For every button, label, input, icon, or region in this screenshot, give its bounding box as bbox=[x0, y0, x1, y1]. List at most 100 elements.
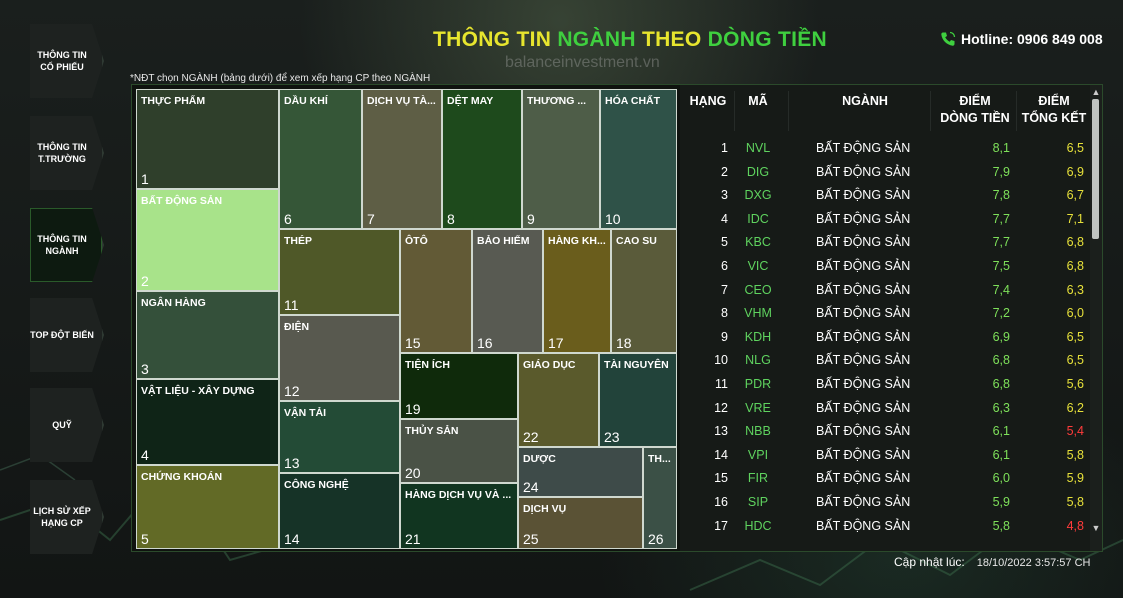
treemap-tile[interactable]: TH... 26 bbox=[643, 447, 677, 549]
table-scrollbar[interactable]: ▲ ▼ bbox=[1090, 85, 1102, 551]
scroll-thumb[interactable] bbox=[1092, 99, 1099, 239]
table-row[interactable]: 11 PDR BẤT ĐỘNG SẢN 6,8 5,6 bbox=[680, 373, 1090, 397]
treemap-tile[interactable]: HÀNG KH... 17 bbox=[543, 229, 611, 353]
treemap-tile[interactable]: DƯỢC 24 bbox=[518, 447, 643, 497]
row-code: DXG bbox=[744, 188, 772, 203]
row-code: VPI bbox=[747, 447, 769, 462]
table-row[interactable]: 14 VPI BẤT ĐỘNG SẢN 6,1 5,8 bbox=[680, 444, 1090, 468]
table-header: HẠNG MÃ NGÀNH ĐIỂM DÒNG TIỀN ĐIỂM TỔNG K… bbox=[680, 85, 1090, 135]
tile-rank: 10 bbox=[605, 211, 621, 227]
row-code: HDC bbox=[744, 518, 772, 533]
row-total-score: 5,8 bbox=[1066, 495, 1084, 509]
row-industry: BẤT ĐỘNG SẢN bbox=[816, 282, 911, 297]
tile-label: DỊCH VỤ bbox=[523, 503, 567, 515]
tile-rank: 11 bbox=[284, 297, 299, 313]
tile-label: TIỆN ÍCH bbox=[405, 359, 450, 371]
table-row[interactable]: 17 HDC BẤT ĐỘNG SẢN 5,8 4,8 bbox=[680, 515, 1090, 539]
row-rank: 5 bbox=[721, 235, 728, 250]
table-row[interactable]: 16 SIP BẤT ĐỘNG SẢN 5,9 5,8 bbox=[680, 491, 1090, 515]
row-flow-score: 6,9 bbox=[992, 329, 1010, 344]
table-row[interactable]: 15 FIR BẤT ĐỘNG SẢN 6,0 5,9 bbox=[680, 467, 1090, 491]
header-rank[interactable]: HẠNG bbox=[689, 94, 727, 108]
row-total-score: 7,1 bbox=[1066, 211, 1084, 226]
table-row[interactable]: 4 IDC BẤT ĐỘNG SẢN 7,7 7,1 bbox=[680, 208, 1090, 232]
treemap-tile[interactable]: DỊCH VỤ TÀ... 7 bbox=[362, 89, 442, 229]
treemap-tile[interactable]: VẬN TẢI 13 bbox=[279, 401, 400, 473]
nav-market-info[interactable]: THÔNG TIN T.TRƯỜNG bbox=[30, 116, 104, 190]
table-row[interactable]: 10 NLG BẤT ĐỘNG SẢN 6,8 6,5 bbox=[680, 349, 1090, 373]
scroll-up-icon[interactable]: ▲ bbox=[1091, 87, 1101, 97]
row-rank: 13 bbox=[714, 424, 728, 439]
treemap-tile[interactable]: HÓA CHẤT 10 bbox=[600, 89, 677, 229]
table-row[interactable]: 7 CEO BẤT ĐỘNG SẢN 7,4 6,3 bbox=[680, 279, 1090, 303]
treemap-tile[interactable]: THỦY SẢN 20 bbox=[400, 419, 518, 483]
nav-ranking-history[interactable]: LỊCH SỬ XẾP HẠNG CP bbox=[30, 480, 104, 554]
table-row[interactable]: 6 VIC BẤT ĐỘNG SẢN 7,5 6,8 bbox=[680, 255, 1090, 279]
header-industry[interactable]: NGÀNH bbox=[842, 94, 888, 108]
tile-rank: 25 bbox=[523, 531, 539, 547]
tile-label: DẦU KHÍ bbox=[284, 95, 328, 107]
title-part: THÔNG TIN bbox=[432, 28, 558, 51]
treemap-tile[interactable]: VẬT LIỆU - XÂY DỰNG 4 bbox=[136, 379, 279, 465]
hotline-text: Hotline: 0906 849 008 bbox=[961, 31, 1103, 47]
row-rank: 12 bbox=[714, 400, 728, 415]
treemap-tile[interactable]: CÔNG NGHỆ 14 bbox=[279, 473, 400, 549]
row-industry: BẤT ĐỘNG SẢN bbox=[816, 188, 911, 203]
treemap-tile[interactable]: CHỨNG KHOÁN 5 bbox=[136, 465, 279, 549]
row-industry: BẤT ĐỘNG SẢN bbox=[816, 141, 911, 155]
row-code: NBB bbox=[745, 424, 771, 439]
scroll-down-icon[interactable]: ▼ bbox=[1091, 523, 1101, 533]
page-title: THÔNG TIN NGÀNH THEO DÒNG TIỀN bbox=[360, 28, 900, 52]
table-row[interactable]: 8 VHM BẤT ĐỘNG SẢN 7,2 6,0 bbox=[680, 302, 1090, 326]
treemap-tile[interactable]: THÉP 11 bbox=[279, 229, 400, 315]
table-row[interactable]: 5 KBC BẤT ĐỘNG SẢN 7,7 6,8 bbox=[680, 231, 1090, 255]
row-flow-score: 7,8 bbox=[992, 188, 1010, 203]
table-row[interactable]: 3 DXG BẤT ĐỘNG SẢN 7,8 6,7 bbox=[680, 184, 1090, 208]
row-industry: BẤT ĐỘNG SẢN bbox=[816, 235, 911, 250]
treemap-tile[interactable]: ĐIỆN 12 bbox=[279, 315, 400, 401]
row-code: DIG bbox=[746, 164, 770, 179]
treemap-tile[interactable]: TIỆN ÍCH 19 bbox=[400, 353, 518, 419]
treemap-tile[interactable]: NGÂN HÀNG 3 bbox=[136, 291, 279, 379]
treemap-tile[interactable]: BẢO HIỂM 16 bbox=[472, 229, 543, 353]
nav-top-breakout[interactable]: TOP ĐỘT BIẾN bbox=[30, 298, 104, 372]
treemap-tile[interactable]: CAO SU 18 bbox=[611, 229, 677, 353]
header-total-score[interactable]: ĐIỂM TỔNG KẾT bbox=[1018, 93, 1090, 127]
column-divider bbox=[734, 91, 735, 131]
header-flow-score[interactable]: ĐIỂM DÒNG TIỀN bbox=[934, 93, 1016, 127]
tile-rank: 7 bbox=[367, 211, 375, 227]
watermark: balanceinvestment.vn bbox=[505, 54, 660, 71]
table-row[interactable]: 9 KDH BẤT ĐỘNG SẢN 6,9 6,5 bbox=[680, 326, 1090, 350]
treemap-tile[interactable]: HÀNG DỊCH VỤ VÀ ... 21 bbox=[400, 483, 518, 549]
nav-funds[interactable]: QUỸ bbox=[30, 388, 104, 462]
table-row[interactable]: 13 NBB BẤT ĐỘNG SẢN 6,1 5,4 bbox=[680, 420, 1090, 444]
tile-label: DỊCH VỤ TÀ... bbox=[367, 95, 436, 107]
nav-industry-info[interactable]: THÔNG TIN NGÀNH bbox=[30, 208, 104, 282]
treemap-tile[interactable]: DỆT MAY 8 bbox=[442, 89, 522, 229]
treemap-tile[interactable]: THỰC PHẨM 1 bbox=[136, 89, 279, 189]
treemap-tile[interactable]: TÀI NGUYÊN 23 bbox=[599, 353, 677, 447]
tile-rank: 6 bbox=[284, 211, 292, 227]
row-industry: BẤT ĐỘNG SẢN bbox=[816, 329, 911, 344]
treemap-tile[interactable]: THƯƠNG ... 9 bbox=[522, 89, 600, 229]
tile-rank: 14 bbox=[284, 531, 300, 547]
table-row[interactable]: 2 DIG BẤT ĐỘNG SẢN 7,9 6,9 bbox=[680, 161, 1090, 185]
nav-stock-info[interactable]: THÔNG TIN CỔ PHIẾU bbox=[30, 24, 104, 98]
row-code: NVL bbox=[745, 141, 771, 155]
tile-label: HÀNG KH... bbox=[548, 235, 606, 247]
row-code: CEO bbox=[744, 282, 772, 297]
treemap-tile[interactable]: BẤT ĐỘNG SẢN 2 bbox=[136, 189, 279, 291]
table-row[interactable]: 12 VRE BẤT ĐỘNG SẢN 6,3 6,2 bbox=[680, 397, 1090, 421]
treemap-tile[interactable]: GIÁO DỤC 22 bbox=[518, 353, 599, 447]
row-total-score: 6,9 bbox=[1066, 164, 1084, 179]
table-row[interactable]: 1 NVL BẤT ĐỘNG SẢN 8,1 6,5 bbox=[680, 137, 1090, 161]
tile-rank: 20 bbox=[405, 465, 421, 481]
treemap-tile[interactable]: DỊCH VỤ 25 bbox=[518, 497, 643, 549]
treemap-tile[interactable]: ÔTÔ 15 bbox=[400, 229, 472, 353]
header-code[interactable]: MÃ bbox=[748, 94, 768, 108]
row-code: KBC bbox=[745, 235, 771, 250]
row-rank: 16 bbox=[714, 495, 728, 509]
treemap-tile[interactable]: DẦU KHÍ 6 bbox=[279, 89, 362, 229]
row-flow-score: 6,3 bbox=[992, 400, 1010, 415]
row-total-score: 6,5 bbox=[1066, 329, 1084, 344]
